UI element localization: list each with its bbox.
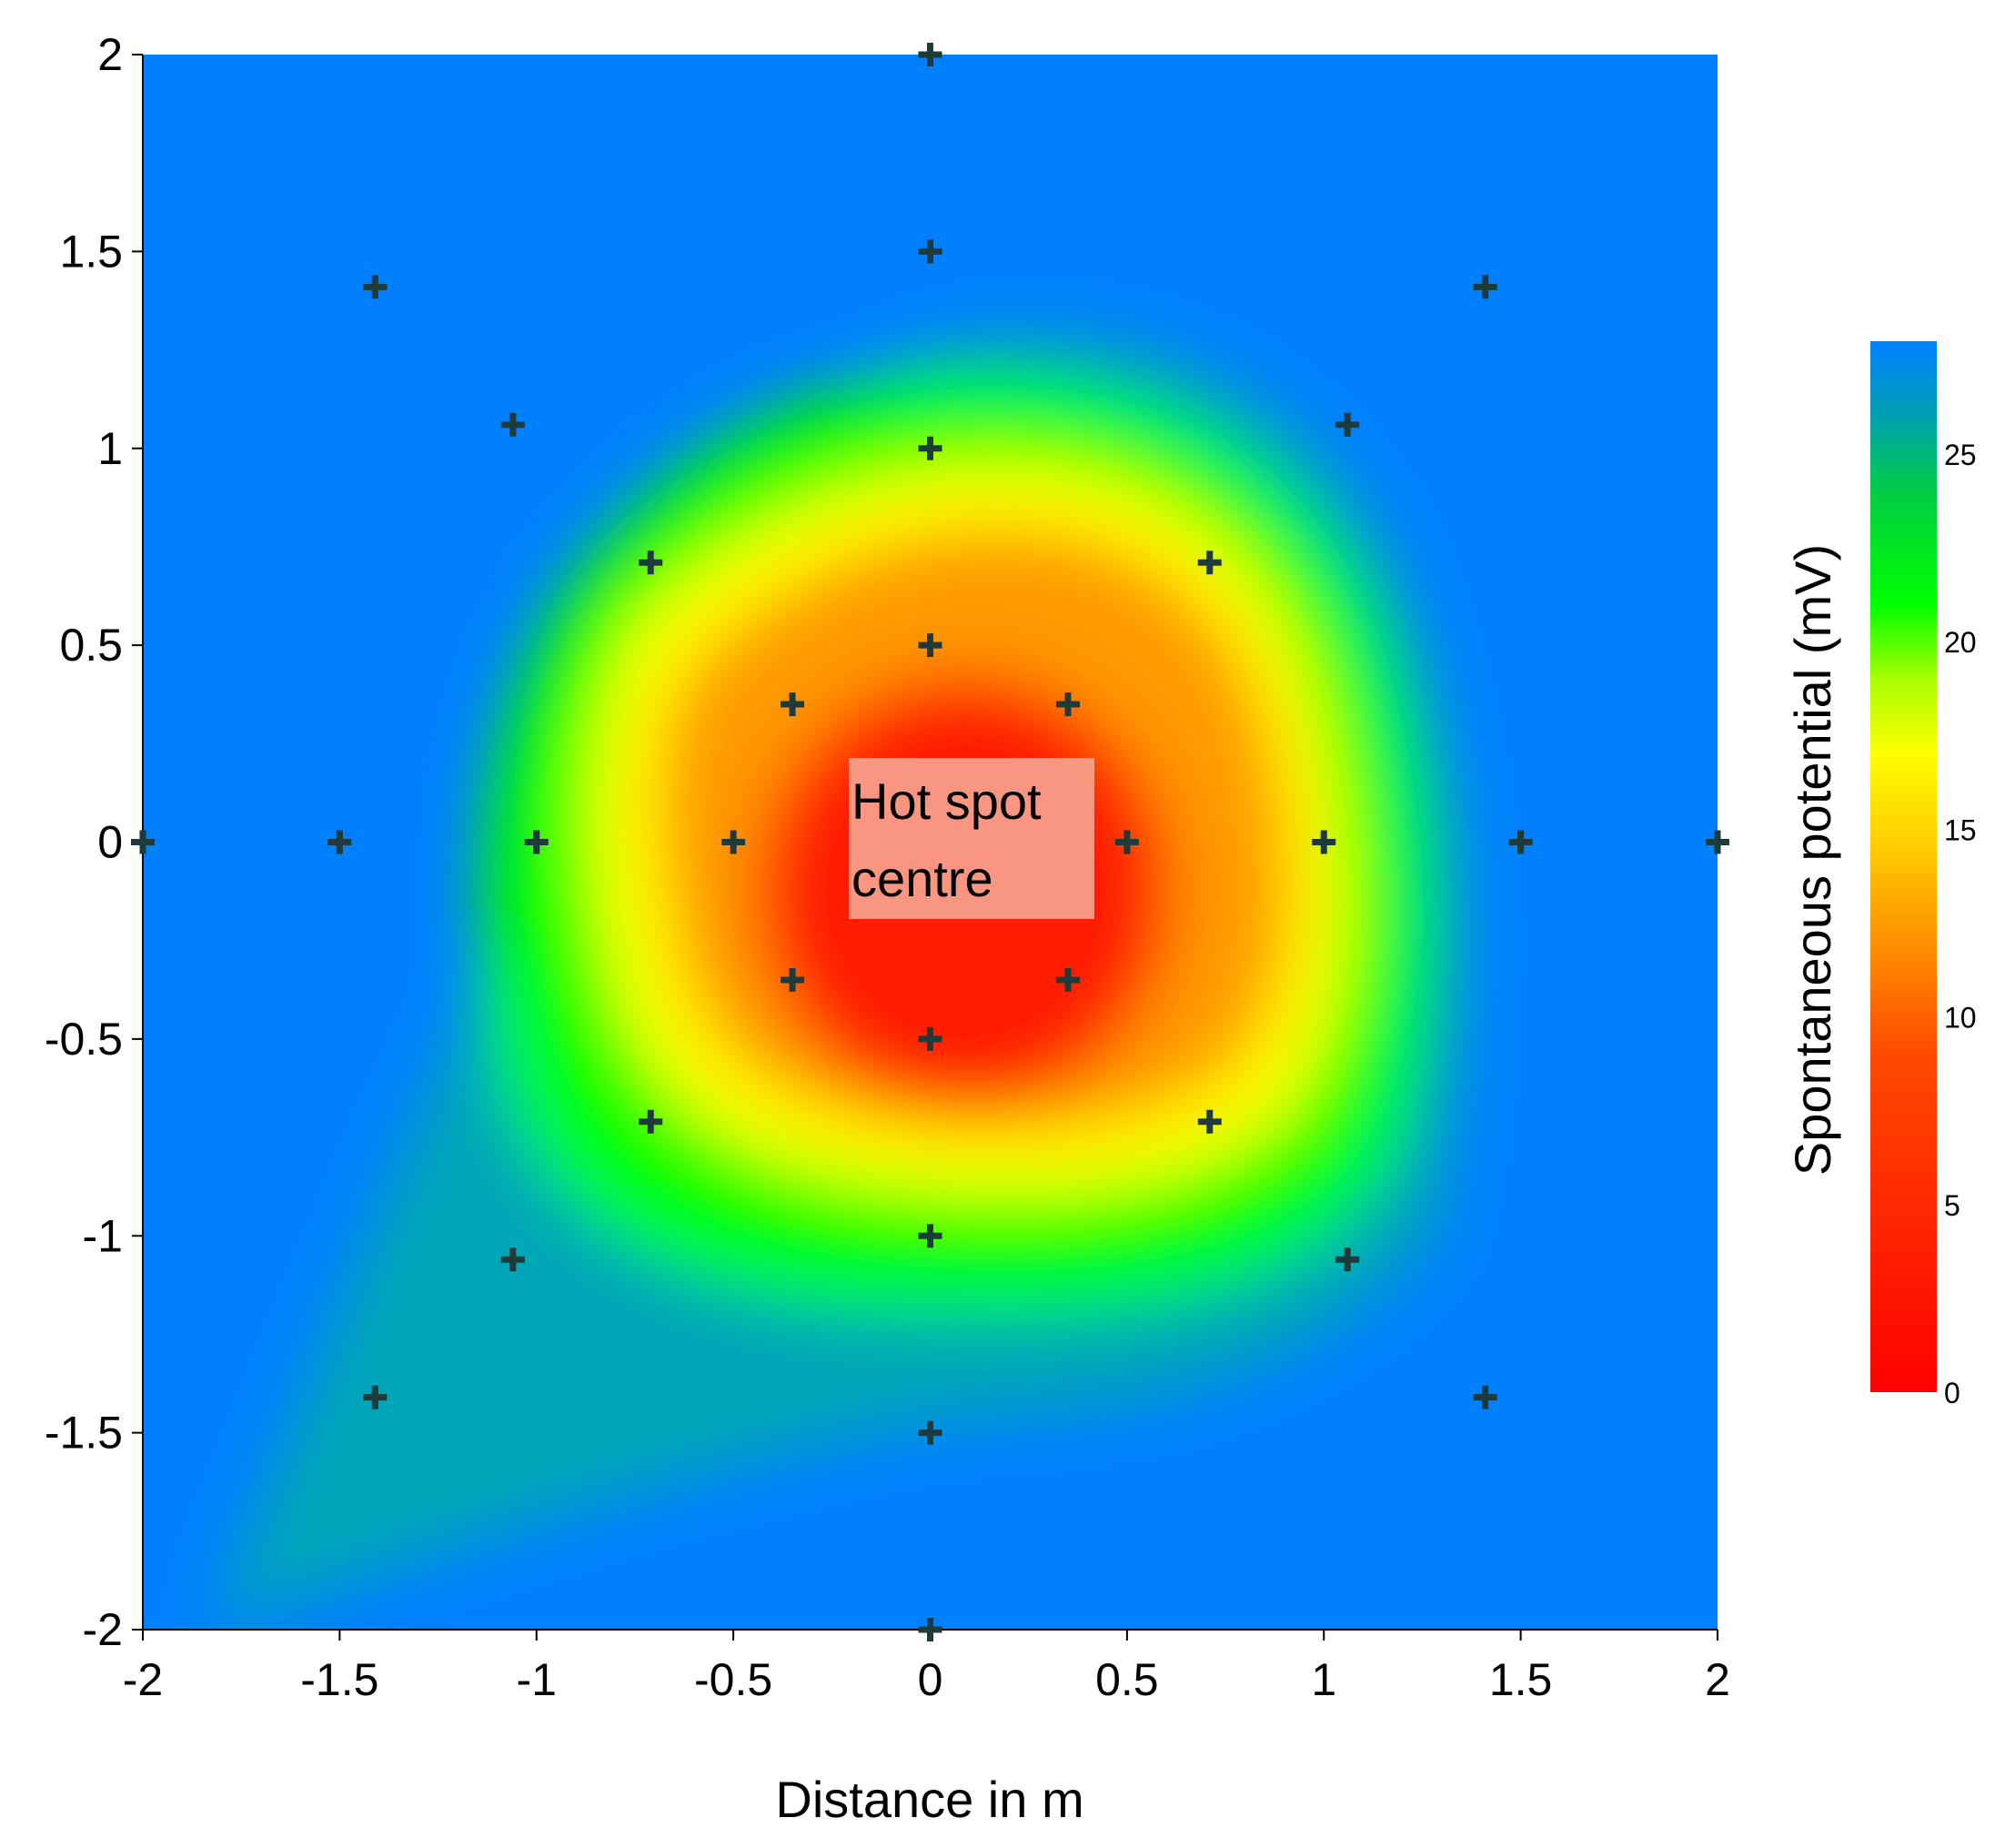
x-axis-title: Distance in m xyxy=(775,1771,1083,1828)
y-tick-label: 0.5 xyxy=(59,620,123,671)
measurement-point-marker xyxy=(918,1026,942,1051)
hot-spot-annotation: Hot spot centre xyxy=(849,758,1094,919)
y-tick-label: -1.5 xyxy=(45,1408,123,1459)
measurement-point-marker xyxy=(918,633,942,658)
measurement-point-marker xyxy=(327,830,352,854)
measurement-point-marker xyxy=(1197,1109,1222,1134)
y-tick-label: 0 xyxy=(97,817,123,868)
measurement-point-marker xyxy=(131,830,155,854)
colorbar-gradient xyxy=(1870,341,1937,1392)
measurement-point-marker xyxy=(918,1224,942,1248)
measurement-point-marker xyxy=(1508,830,1533,854)
colorbar-tick-label: 10 xyxy=(1944,1002,1977,1035)
measurement-point-marker xyxy=(1335,1247,1360,1272)
y-tick-label: 1.5 xyxy=(59,226,123,277)
x-tick-label: -0.5 xyxy=(694,1654,772,1705)
y-tick-label: -2 xyxy=(83,1604,123,1655)
measurement-point-marker xyxy=(363,1385,388,1409)
x-tick-label: 2 xyxy=(1705,1654,1730,1705)
colorbar: 0 5 10 15 20 25 Spontaneous potential (mV) xyxy=(1784,341,1977,1409)
x-tick-label: -1.5 xyxy=(300,1654,378,1705)
colorbar-tick-label: 15 xyxy=(1944,813,1977,846)
measurement-point-marker xyxy=(1312,830,1336,854)
y-tick-label: 2 xyxy=(97,29,123,80)
measurement-point-marker xyxy=(1055,692,1080,717)
measurement-points xyxy=(131,43,1729,1641)
colorbar-tick-label: 25 xyxy=(1944,439,1977,471)
x-tick-label: 0.5 xyxy=(1095,1654,1159,1705)
x-tick-label: -1 xyxy=(517,1654,557,1705)
measurement-point-marker xyxy=(1197,550,1222,575)
measurement-point-marker xyxy=(918,1420,942,1445)
measurement-point-marker xyxy=(781,967,805,992)
colorbar-title: Spontaneous potential (mV) xyxy=(1784,544,1841,1176)
annotation-line-2: centre xyxy=(851,850,993,907)
y-tick-label: -0.5 xyxy=(45,1014,123,1065)
measurement-point-marker xyxy=(1473,1385,1497,1409)
measurement-point-marker xyxy=(639,1109,663,1134)
x-tick-label: 1 xyxy=(1311,1654,1336,1705)
y-tick-label: -1 xyxy=(83,1210,123,1261)
measurement-point-marker xyxy=(721,830,746,854)
measurement-point-marker xyxy=(500,1247,525,1272)
colorbar-tick-label: 20 xyxy=(1944,626,1977,659)
x-tick-label: 1.5 xyxy=(1489,1654,1553,1705)
annotation-box xyxy=(849,758,1094,919)
x-tick-label: 0 xyxy=(918,1654,943,1705)
measurement-point-marker xyxy=(1706,830,1729,854)
colorbar-tick-label: 0 xyxy=(1944,1377,1960,1409)
y-tick-group: 2 1.5 1 0.5 0 -0.5 -1 -1.5 -2 xyxy=(45,29,143,1655)
measurement-point-marker xyxy=(1335,412,1360,437)
measurement-point-marker xyxy=(781,692,805,717)
measurement-point-marker xyxy=(1114,830,1139,854)
measurement-point-marker xyxy=(1055,967,1080,992)
measurement-point-marker xyxy=(363,275,388,299)
measurement-point-marker xyxy=(639,550,663,575)
measurement-point-marker xyxy=(918,239,942,264)
measurement-point-marker xyxy=(918,43,942,66)
y-tick-label: 1 xyxy=(97,423,123,474)
measurement-point-marker xyxy=(1473,275,1497,299)
measurement-point-marker xyxy=(500,412,525,437)
measurement-point-marker xyxy=(918,436,942,460)
annotation-line-1: Hot spot xyxy=(851,773,1042,830)
measurement-point-marker xyxy=(918,1618,942,1641)
colorbar-tick-group: 0 5 10 15 20 25 xyxy=(1944,439,1977,1409)
measurement-point-marker xyxy=(524,830,549,854)
x-tick-group: -2 -1.5 -1 -0.5 0 0.5 1 1.5 2 xyxy=(123,1630,1730,1705)
colorbar-tick-label: 5 xyxy=(1944,1189,1960,1222)
x-tick-label: -2 xyxy=(123,1654,163,1705)
